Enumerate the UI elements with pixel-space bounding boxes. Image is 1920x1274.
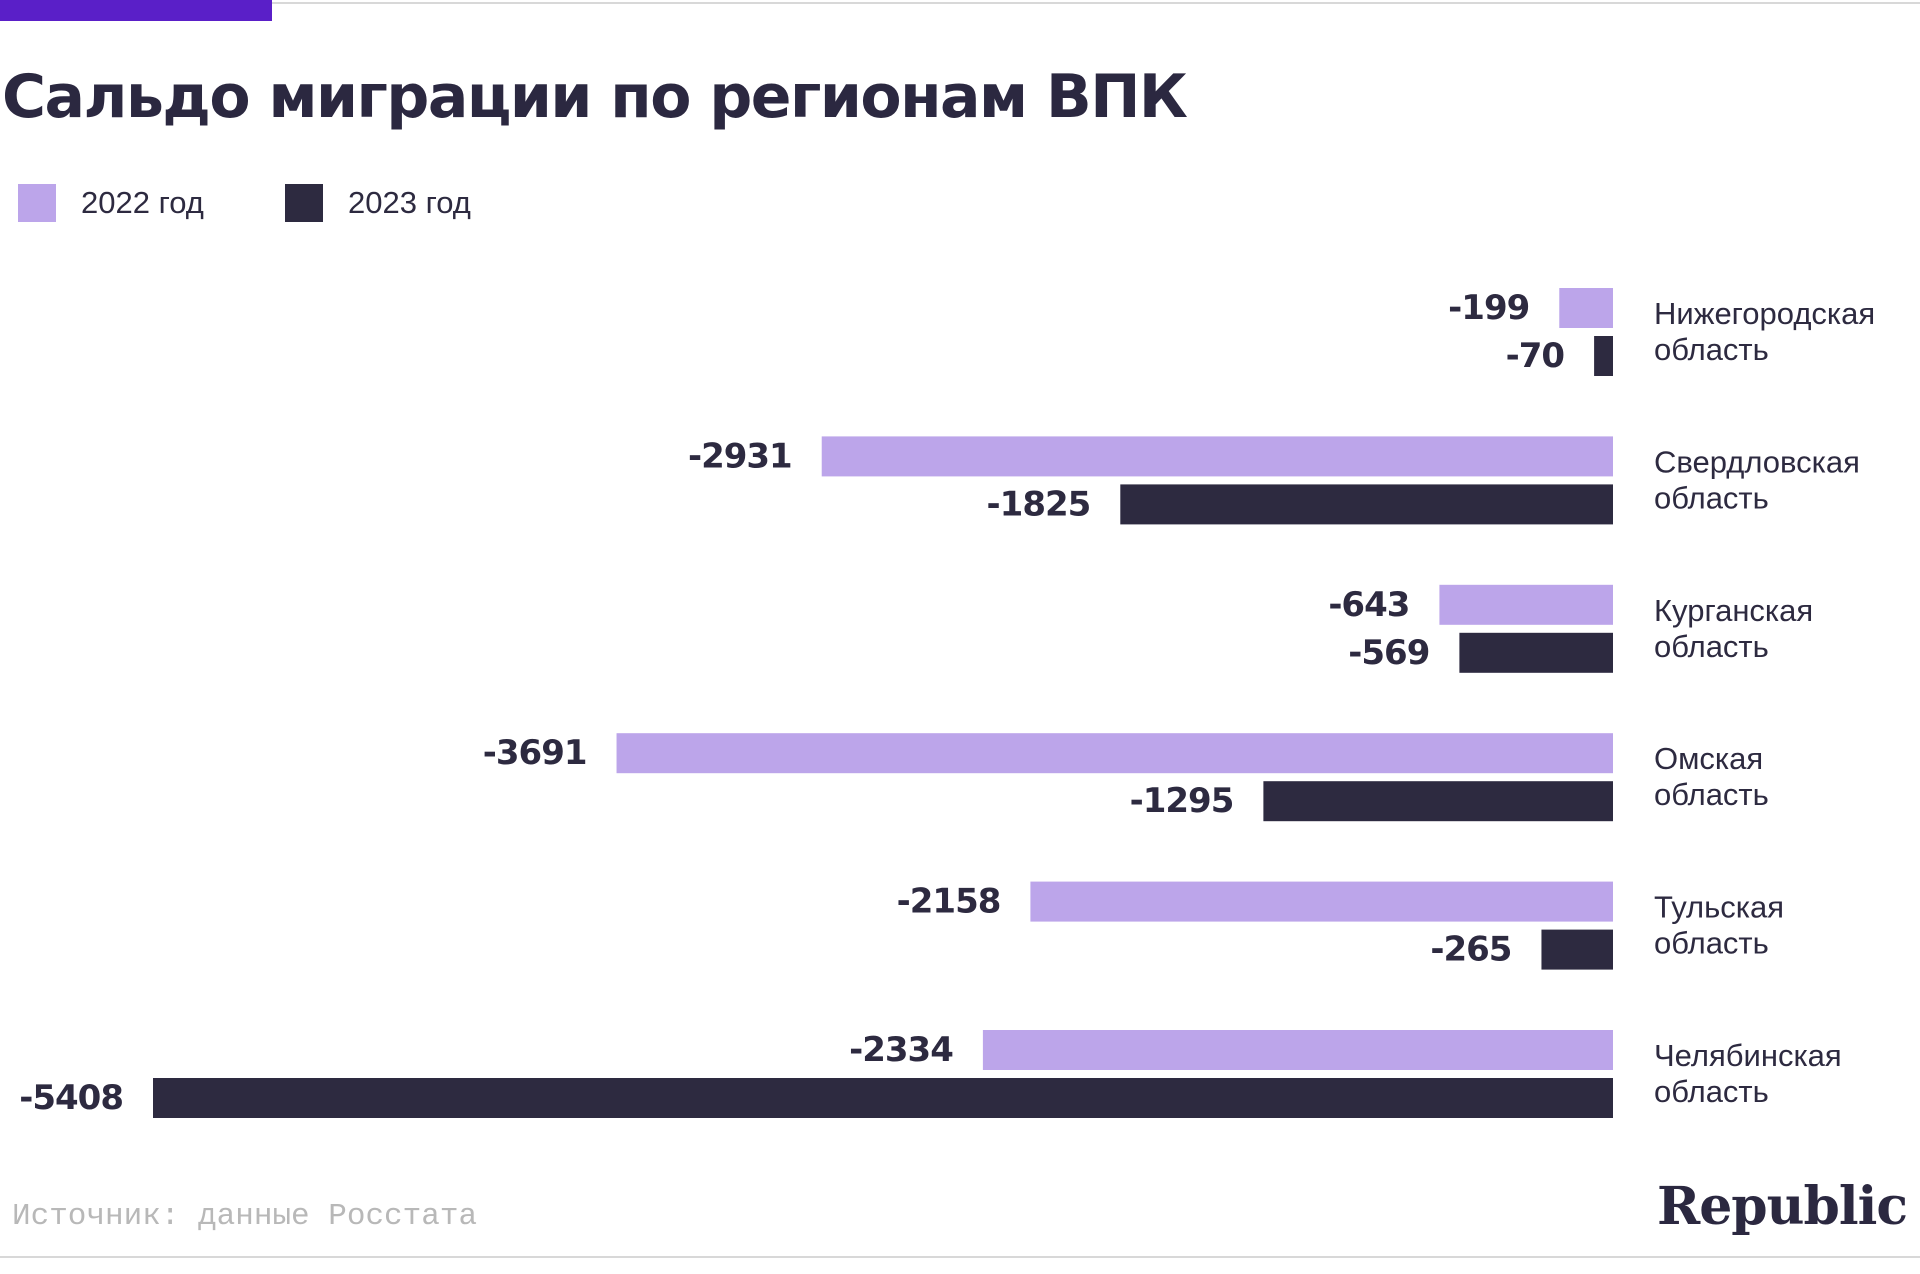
chart-title: Сальдо миграции по регионам ВПК xyxy=(2,62,1188,132)
category-label-2-line-0: Курганская xyxy=(1654,593,1813,628)
data-label-2022-1: -2931 xyxy=(688,436,792,476)
source-note: Источник: данные Росстата xyxy=(12,1199,478,1234)
bar-2022-0 xyxy=(1559,288,1613,328)
bar-2022-3 xyxy=(616,733,1613,774)
category-label-5-line-0: Челябинская xyxy=(1654,1038,1842,1073)
data-label-2023-0: -70 xyxy=(1506,336,1565,376)
bar-2023-4 xyxy=(1541,929,1613,970)
category-label-4-line-1: область xyxy=(1654,926,1769,961)
category-label-2-line-1: область xyxy=(1654,629,1769,664)
top-rule xyxy=(0,2,1920,4)
bar-2022-5 xyxy=(982,1030,1613,1070)
data-label-2022-5: -2334 xyxy=(849,1030,953,1070)
data-label-2022-2: -643 xyxy=(1328,585,1409,625)
bar-2023-1 xyxy=(1120,484,1613,525)
data-label-2023-5: -5408 xyxy=(19,1078,123,1118)
legend-label-2023: 2023 год xyxy=(348,185,471,220)
bar-2022-4 xyxy=(1030,881,1613,922)
data-label-2022-0: -199 xyxy=(1448,288,1529,328)
bar-chart: -199-70Нижегородскаяобласть-2931-1825Све… xyxy=(19,288,1875,1118)
brand-logo: Republic xyxy=(1657,1176,1908,1237)
data-label-2023-1: -1825 xyxy=(987,484,1091,524)
category-label-0-line-1: область xyxy=(1654,332,1769,367)
data-label-2022-4: -2158 xyxy=(897,882,1001,922)
category-label-3-line-1: область xyxy=(1654,777,1769,812)
legend-swatch-2023 xyxy=(285,184,323,222)
category-label-1-line-0: Свердловская xyxy=(1654,444,1860,479)
bar-2023-5 xyxy=(153,1078,1613,1118)
legend-label-2022: 2022 год xyxy=(81,185,204,220)
data-label-2023-4: -265 xyxy=(1430,930,1511,970)
bar-2022-1 xyxy=(821,436,1613,477)
bar-2023-2 xyxy=(1459,632,1613,673)
category-label-0-line-0: Нижегородская xyxy=(1654,296,1875,331)
bar-2023-0 xyxy=(1594,336,1613,376)
accent-bar xyxy=(0,0,272,21)
bottom-rule xyxy=(0,1256,1920,1258)
bar-2023-3 xyxy=(1263,781,1613,822)
data-label-2023-3: -1295 xyxy=(1130,781,1234,821)
data-label-2022-3: -3691 xyxy=(483,733,587,773)
category-label-1-line-1: область xyxy=(1654,480,1769,515)
category-label-5-line-1: область xyxy=(1654,1074,1769,1109)
category-label-4-line-0: Тульская xyxy=(1654,890,1784,925)
legend-swatch-2022 xyxy=(18,184,56,222)
data-label-2023-2: -569 xyxy=(1348,633,1429,673)
bar-2022-2 xyxy=(1439,584,1613,625)
category-label-3-line-0: Омская xyxy=(1654,741,1763,776)
